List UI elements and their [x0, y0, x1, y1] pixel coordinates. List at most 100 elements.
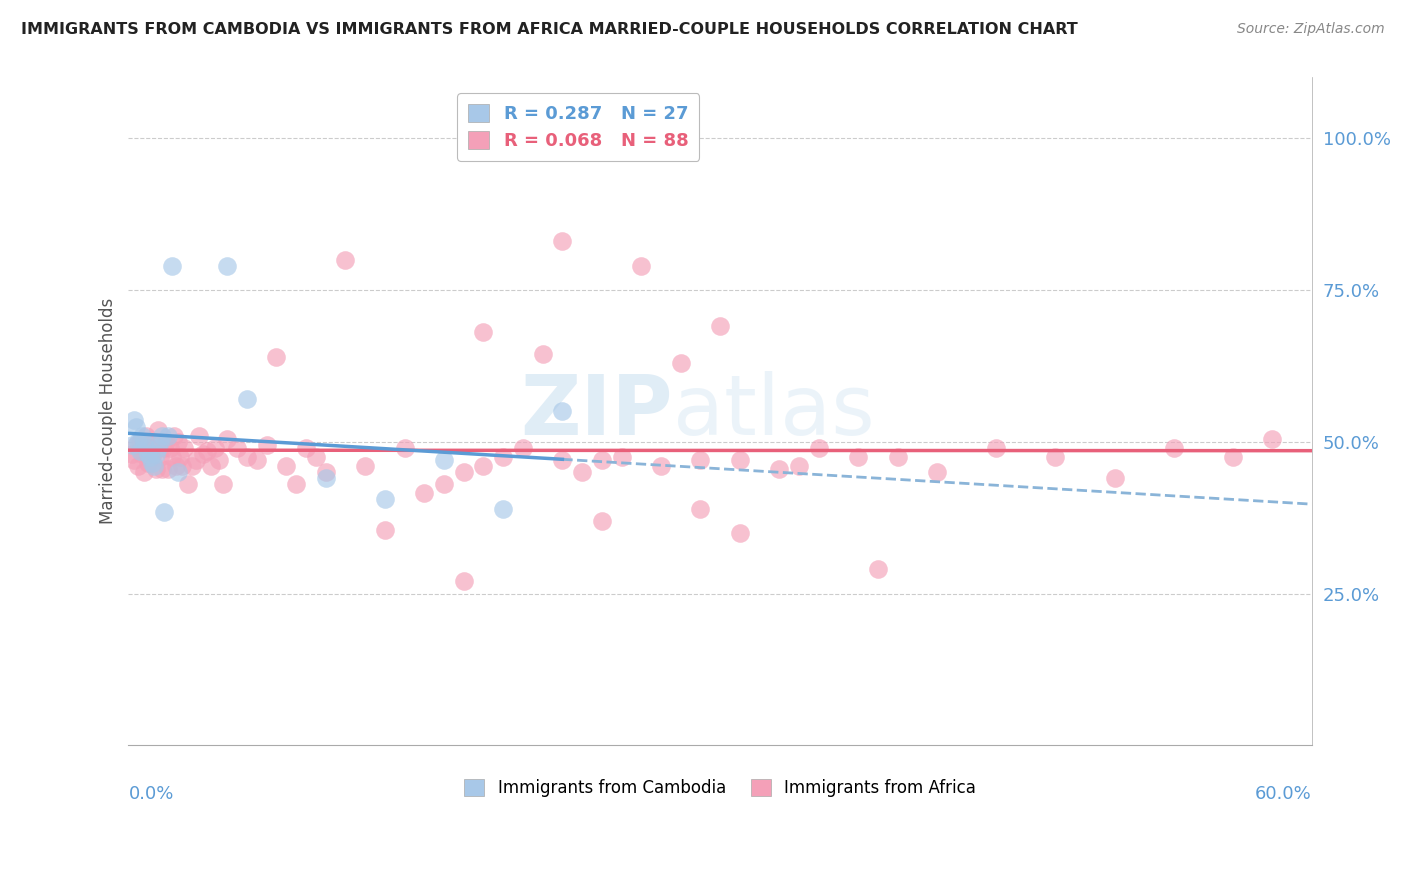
Point [129, 434, 152, 449]
Point [121, 447, 143, 461]
Point [315, 465, 337, 479]
Point [669, 356, 692, 370]
Point [886, 450, 908, 464]
Point [709, 319, 731, 334]
Point [610, 450, 633, 464]
Point [139, 450, 162, 464]
Point [236, 392, 259, 407]
Point [129, 443, 152, 458]
Point [160, 450, 183, 464]
Point [176, 477, 198, 491]
Point [139, 441, 162, 455]
Point [453, 574, 475, 589]
Point [155, 434, 177, 449]
Point [630, 259, 652, 273]
Point [146, 423, 169, 437]
Point [1104, 471, 1126, 485]
Point [472, 458, 495, 473]
Point [1222, 450, 1244, 464]
Point [394, 441, 416, 455]
Text: 0.0%: 0.0% [128, 785, 174, 804]
Point [169, 450, 191, 464]
Point [150, 462, 173, 476]
Point [453, 465, 475, 479]
Point [136, 456, 159, 470]
Point [188, 428, 211, 442]
Y-axis label: Married-couple Households: Married-couple Households [100, 298, 117, 524]
Text: IMMIGRANTS FROM CAMBODIA VS IMMIGRANTS FROM AFRICA MARRIED-COUPLE HOUSEHOLDS COR: IMMIGRANTS FROM CAMBODIA VS IMMIGRANTS F… [21, 22, 1078, 37]
Point [492, 450, 515, 464]
Point [204, 441, 226, 455]
Point [165, 458, 187, 473]
Point [551, 404, 574, 418]
Point [131, 428, 153, 442]
Point [551, 235, 574, 249]
Point [156, 462, 179, 476]
Point [927, 465, 949, 479]
Text: ZIP: ZIP [520, 371, 673, 452]
Point [650, 458, 672, 473]
Point [266, 350, 288, 364]
Point [153, 441, 176, 455]
Point [124, 453, 146, 467]
Point [150, 428, 173, 442]
Point [134, 465, 156, 479]
Point [276, 458, 298, 473]
Point [433, 477, 456, 491]
Point [315, 471, 337, 485]
Point [208, 453, 231, 467]
Point [125, 419, 148, 434]
Point [492, 501, 515, 516]
Point [156, 428, 179, 442]
Point [146, 441, 169, 455]
Point [226, 441, 249, 455]
Point [149, 450, 172, 464]
Point [768, 462, 790, 476]
Point [200, 458, 222, 473]
Point [131, 447, 153, 461]
Point [135, 441, 157, 455]
Point [173, 441, 195, 455]
Text: Source: ZipAtlas.com: Source: ZipAtlas.com [1237, 22, 1385, 37]
Point [143, 434, 166, 449]
Point [127, 458, 149, 473]
Point [143, 458, 166, 473]
Point [986, 441, 1008, 455]
Point [134, 434, 156, 449]
Point [180, 458, 202, 473]
Point [1261, 432, 1284, 446]
Point [166, 434, 188, 449]
Point [135, 428, 157, 442]
Text: atlas: atlas [673, 371, 875, 452]
Point [236, 450, 259, 464]
Point [866, 562, 889, 576]
Point [295, 441, 318, 455]
Point [195, 443, 218, 458]
Point [145, 447, 167, 461]
Point [591, 453, 613, 467]
Point [689, 453, 711, 467]
Point [217, 432, 239, 446]
Point [591, 514, 613, 528]
Point [217, 259, 239, 273]
Point [354, 458, 377, 473]
Point [472, 326, 495, 340]
Text: 60.0%: 60.0% [1256, 785, 1312, 804]
Point [285, 477, 308, 491]
Point [212, 477, 235, 491]
Point [1045, 450, 1067, 464]
Point [512, 441, 534, 455]
Point [728, 453, 751, 467]
Point [433, 453, 456, 467]
Point [166, 465, 188, 479]
Point [124, 413, 146, 427]
Point [374, 523, 396, 537]
Point [413, 486, 436, 500]
Point [807, 441, 830, 455]
Point [184, 453, 207, 467]
Point [787, 458, 810, 473]
Point [246, 453, 269, 467]
Point [159, 441, 181, 455]
Point [127, 434, 149, 449]
Point [571, 465, 593, 479]
